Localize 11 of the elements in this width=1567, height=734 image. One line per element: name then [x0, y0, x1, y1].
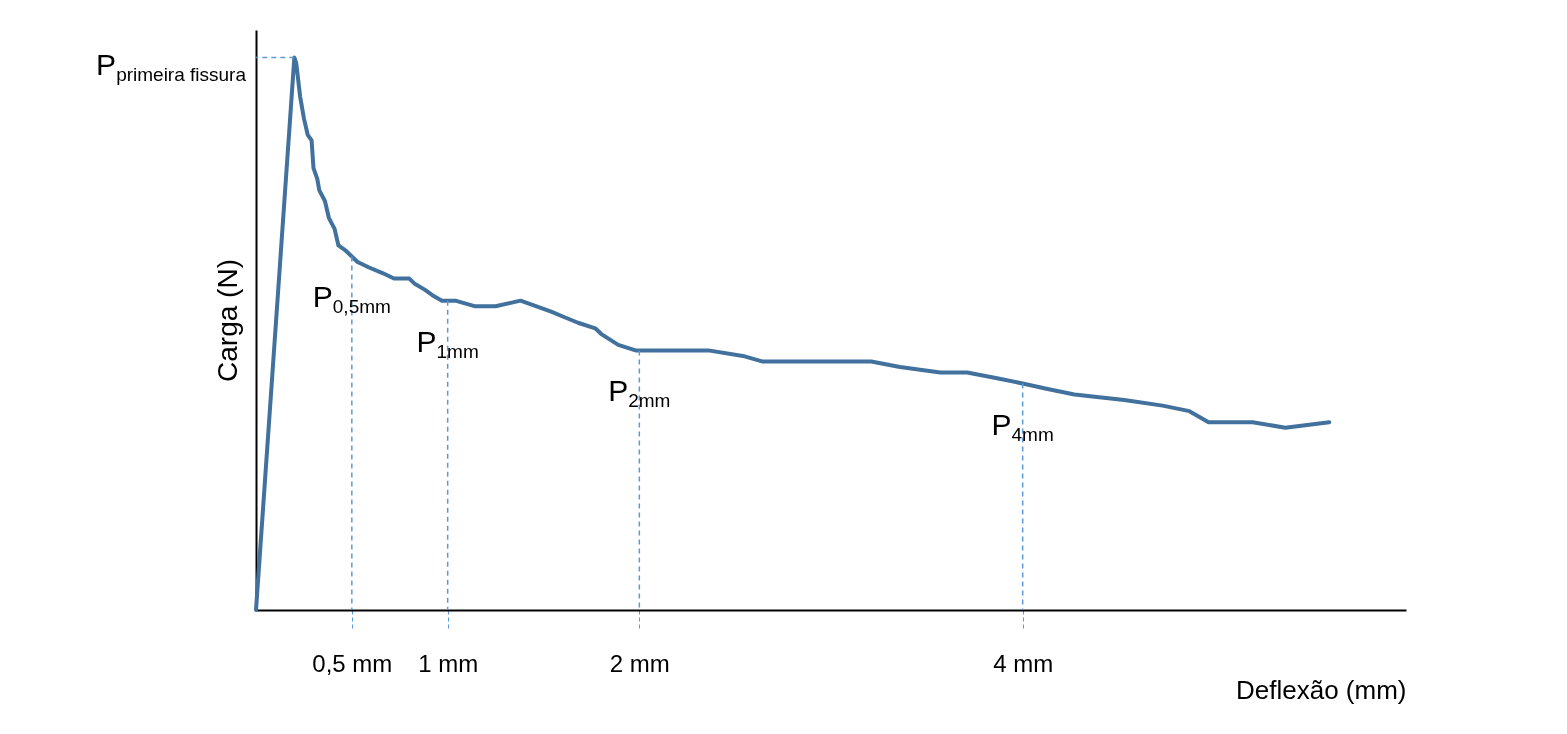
annotation: P$_{0,5mm}$ — [312, 280, 391, 318]
x-axis-title: Deflexão (mm) — [1236, 674, 1407, 705]
annotation: P$_{1mm}$ — [416, 324, 479, 362]
x-tick-label: 4 mm — [993, 649, 1054, 677]
y-axis-title: Carga (N) — [211, 259, 243, 382]
x-tick-label: 1 mm — [418, 649, 479, 677]
annotation: P$_{2mm}$ — [608, 374, 671, 412]
x-tick-label: 2 mm — [609, 649, 670, 677]
annotation: P$_{4mm}$ — [991, 407, 1054, 445]
annotation: P$_{primeira fissura}$ — [96, 47, 247, 85]
x-tick-label: 0,5 mm — [312, 649, 393, 677]
